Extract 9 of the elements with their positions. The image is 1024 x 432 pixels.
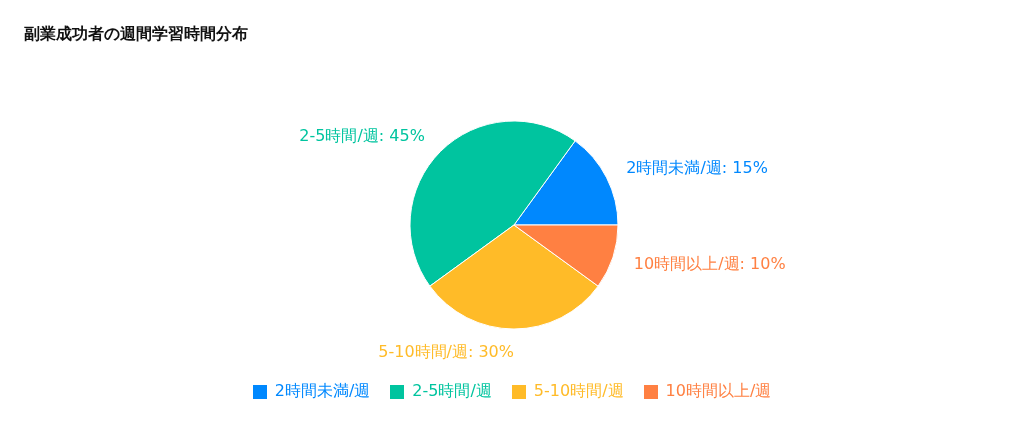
data-label: 10時間以上/週: 10% (633, 254, 786, 274)
legend-label: 5-10時間/週 (532, 381, 624, 402)
legend-label: 10時間以上/週 (664, 381, 772, 402)
data-label: 5-10時間/週: 30% (378, 341, 514, 361)
legend-label: 2-5時間/週 (411, 381, 492, 402)
data-label: 2-5時間/週: 45% (299, 126, 425, 146)
chart-title: 副業成功者の週間学習時間分布 (24, 24, 248, 45)
legend-label: 2時間未満/週 (273, 381, 371, 402)
data-label: 2時間未満/週: 15% (626, 158, 768, 178)
